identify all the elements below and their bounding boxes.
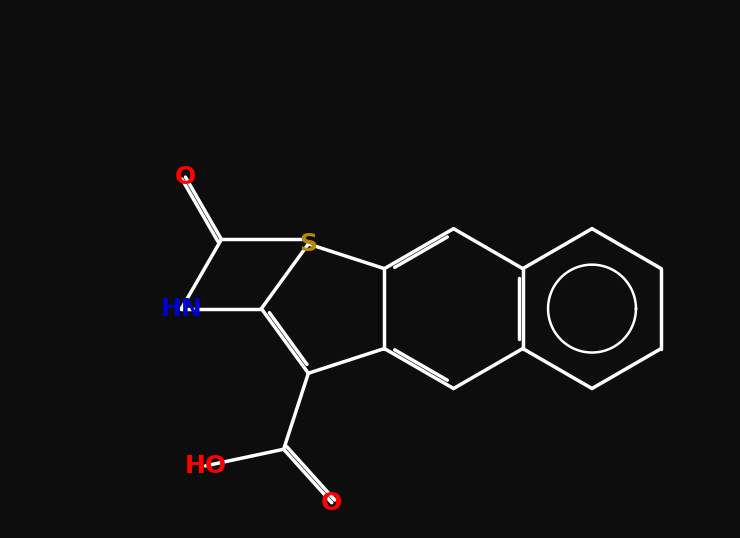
Text: HO: HO bbox=[184, 454, 226, 478]
Text: O: O bbox=[321, 491, 343, 515]
Text: O: O bbox=[175, 165, 196, 189]
Text: HN: HN bbox=[161, 296, 202, 321]
Text: S: S bbox=[300, 232, 317, 256]
